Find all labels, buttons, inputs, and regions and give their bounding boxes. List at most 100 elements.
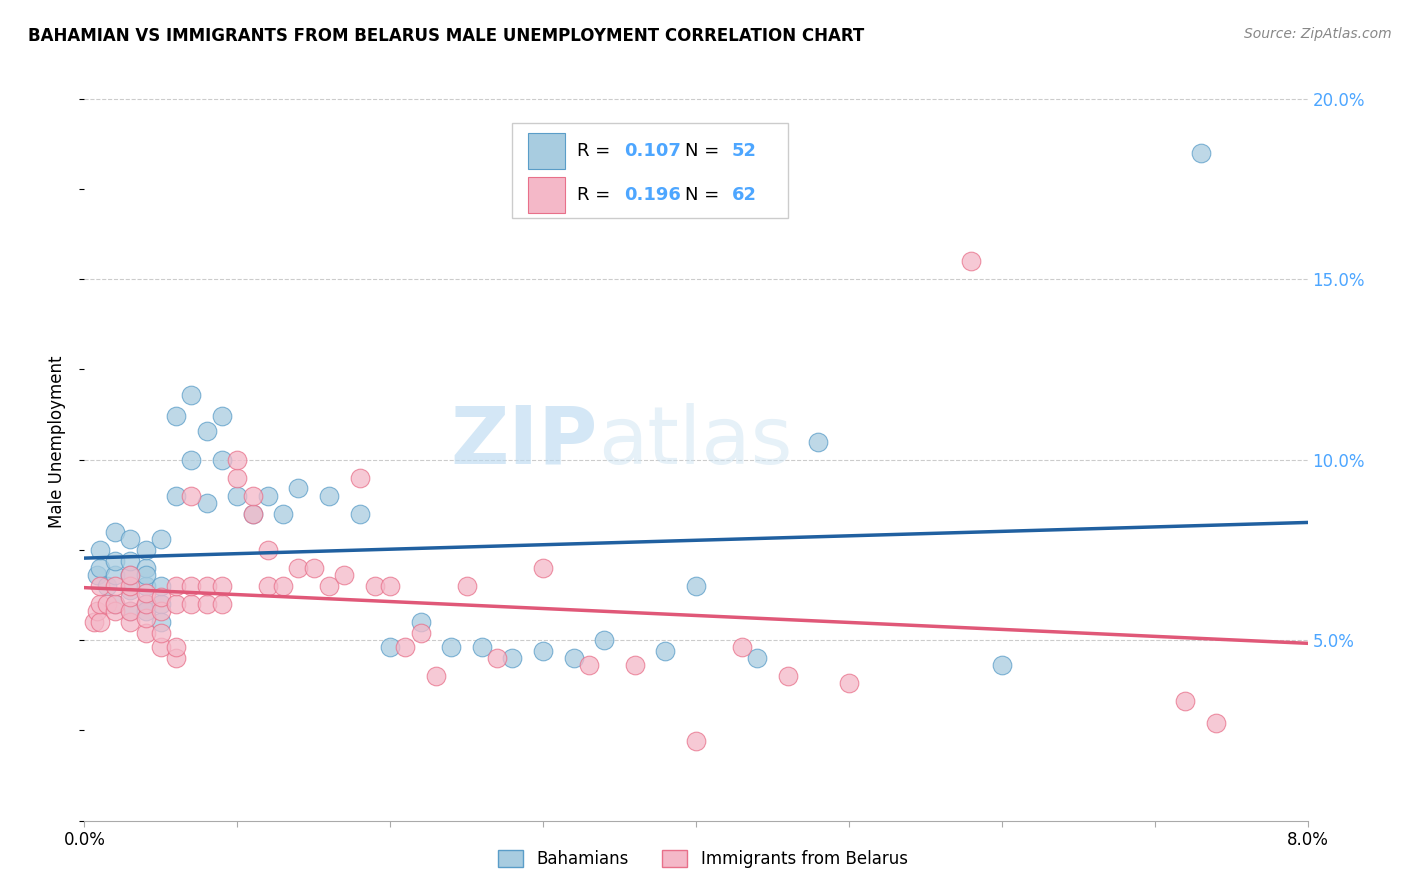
Point: [211, 597, 233, 611]
Point: [120, 568, 142, 582]
Text: N =: N =: [685, 186, 725, 204]
Point: [409, 615, 432, 629]
Point: [364, 579, 387, 593]
Point: [409, 626, 432, 640]
Point: [165, 579, 187, 593]
Point: [593, 633, 616, 648]
Point: [960, 254, 983, 268]
Point: [195, 597, 218, 611]
Point: [120, 615, 142, 629]
Point: [135, 597, 157, 611]
Point: [83, 615, 105, 629]
Point: [149, 615, 172, 629]
Point: [211, 452, 233, 467]
Point: [1189, 145, 1212, 160]
Point: [135, 568, 157, 582]
Point: [120, 582, 142, 597]
FancyBboxPatch shape: [513, 123, 787, 218]
Y-axis label: Male Unemployment: Male Unemployment: [48, 355, 66, 528]
Point: [731, 640, 754, 655]
Point: [226, 452, 249, 467]
Point: [242, 489, 264, 503]
Point: [807, 434, 830, 449]
Text: R =: R =: [578, 186, 616, 204]
Point: [195, 496, 218, 510]
Point: [380, 640, 402, 655]
Point: [257, 579, 280, 593]
Point: [180, 597, 202, 611]
Point: [104, 554, 127, 568]
Point: [135, 586, 157, 600]
Point: [747, 651, 769, 665]
Text: 0.196: 0.196: [624, 186, 681, 204]
Point: [195, 579, 218, 593]
Point: [120, 532, 142, 546]
Point: [302, 561, 325, 575]
Point: [96, 579, 118, 593]
Point: [654, 644, 676, 658]
Point: [180, 387, 202, 401]
Point: [991, 658, 1014, 673]
Point: [271, 579, 294, 593]
Point: [120, 604, 142, 618]
Point: [349, 470, 371, 484]
Point: [165, 409, 187, 424]
Point: [440, 640, 463, 655]
Text: 0.107: 0.107: [624, 143, 681, 161]
Point: [180, 489, 202, 503]
Point: [226, 489, 249, 503]
Point: [149, 597, 172, 611]
Point: [394, 640, 416, 655]
Point: [562, 651, 585, 665]
Legend: Bahamians, Immigrants from Belarus: Bahamians, Immigrants from Belarus: [492, 843, 914, 875]
Point: [257, 489, 280, 503]
Point: [104, 524, 127, 539]
Point: [135, 626, 157, 640]
Point: [165, 651, 187, 665]
Point: [149, 532, 172, 546]
Point: [226, 470, 249, 484]
Point: [149, 579, 172, 593]
Point: [242, 507, 264, 521]
Point: [120, 568, 142, 582]
Point: [149, 590, 172, 604]
Point: [838, 676, 860, 690]
Point: [180, 579, 202, 593]
Point: [257, 542, 280, 557]
Point: [149, 626, 172, 640]
Point: [333, 568, 356, 582]
Point: [165, 597, 187, 611]
Text: 52: 52: [731, 143, 756, 161]
Text: N =: N =: [685, 143, 725, 161]
FancyBboxPatch shape: [529, 177, 565, 213]
Point: [135, 579, 157, 593]
Point: [685, 579, 707, 593]
Point: [89, 542, 111, 557]
Text: 62: 62: [731, 186, 756, 204]
Point: [89, 579, 111, 593]
Point: [104, 597, 127, 611]
Point: [456, 579, 478, 593]
Point: [89, 615, 111, 629]
Point: [135, 604, 157, 618]
Point: [1174, 694, 1197, 708]
Point: [1205, 716, 1227, 731]
Point: [531, 644, 554, 658]
Text: Source: ZipAtlas.com: Source: ZipAtlas.com: [1244, 27, 1392, 41]
Point: [96, 597, 118, 611]
Point: [287, 561, 309, 575]
Point: [149, 604, 172, 618]
Point: [318, 489, 340, 503]
Point: [86, 568, 108, 582]
Point: [271, 507, 294, 521]
Point: [685, 734, 707, 748]
Point: [531, 561, 554, 575]
Point: [318, 579, 340, 593]
Point: [776, 669, 799, 683]
Point: [165, 640, 187, 655]
Point: [104, 568, 127, 582]
Point: [211, 409, 233, 424]
Point: [165, 489, 187, 503]
Point: [120, 554, 142, 568]
Point: [471, 640, 494, 655]
